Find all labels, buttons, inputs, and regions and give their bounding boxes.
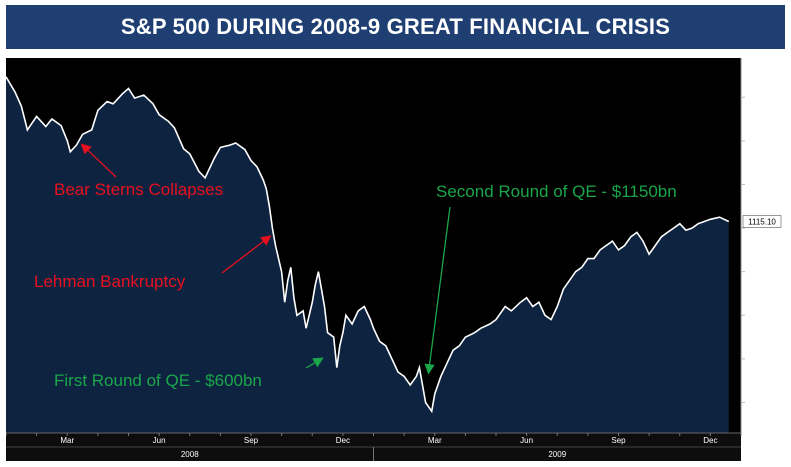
chart: 700 800 900 1000 1100 1200 1300 1400 Mar Jun Sep De… <box>6 58 782 461</box>
annotation-label: Lehman Bankruptcy <box>34 272 186 291</box>
x-tick-label: Sep <box>244 436 259 445</box>
x-tick-label: Mar <box>60 436 74 445</box>
y-tick-label: 1300 <box>749 137 767 146</box>
x-tick-label: Dec <box>703 436 717 445</box>
x-tick-label: Dec <box>336 436 350 445</box>
x-tick-label: Sep <box>611 436 626 445</box>
annotation-arrow <box>305 357 324 369</box>
x-year-label: 2009 <box>548 450 566 459</box>
x-tick-label: Jun <box>153 436 166 445</box>
series-area <box>6 76 729 434</box>
annotation-arrow <box>424 206 451 375</box>
annotation-label: Bear Sterns Collapses <box>54 180 223 199</box>
x-year-label: 2008 <box>181 450 199 459</box>
last-value-box <box>742 215 782 228</box>
y-tick-label: 1100 <box>749 224 767 233</box>
x-tick-label: Mar <box>428 436 442 445</box>
chart-title: S&P 500 DURING 2008-9 GREAT FINANCIAL CR… <box>6 5 785 49</box>
y-tick-label: 900 <box>749 311 763 320</box>
x-tick-label: Jun <box>520 436 533 445</box>
y-tick-label: 1400 <box>749 93 767 102</box>
annotation-arrow <box>80 143 117 178</box>
y-tick-label: 700 <box>749 398 763 407</box>
y-tick-label: 800 <box>749 355 763 364</box>
y-tick-label: 1000 <box>749 268 767 277</box>
y-tick-label: 1200 <box>749 180 767 189</box>
annotation-label: Second Round of QE - $1150bn <box>436 182 677 201</box>
series-line <box>6 76 730 414</box>
last-value-label: 1115.10 <box>748 218 776 227</box>
annotation-label: First Round of QE - $600bn <box>54 371 262 390</box>
annotation-arrow <box>221 235 272 274</box>
